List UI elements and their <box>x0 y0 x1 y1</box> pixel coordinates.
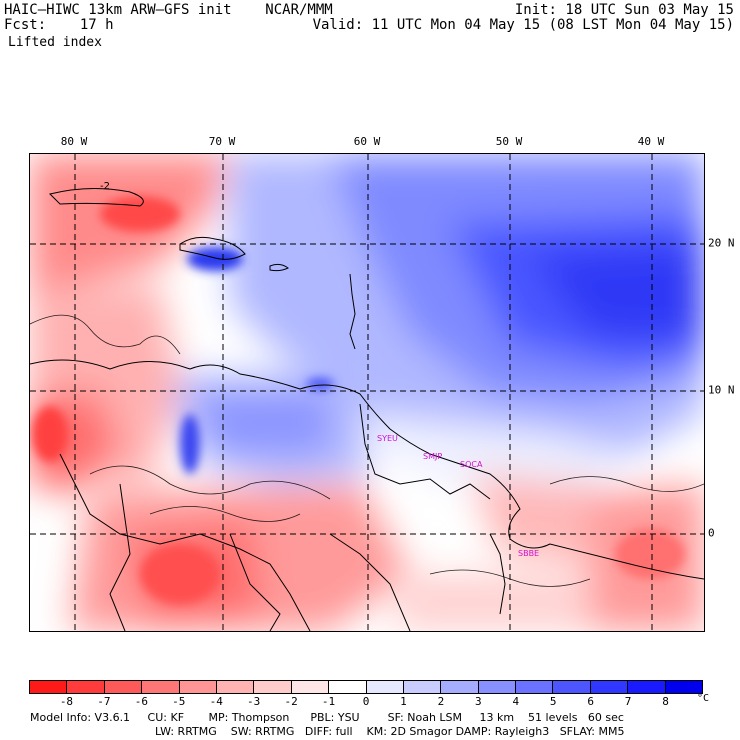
colorbar-cell <box>553 681 591 693</box>
station-syeu: SYEU <box>377 434 398 443</box>
colorbar-cell <box>329 681 367 693</box>
colorbar-cell <box>665 681 703 693</box>
colorbar-tick-label: 2 <box>437 695 445 708</box>
colorbar-tick-label: 4 <box>512 695 520 708</box>
colorbar-tick-label: 8 <box>662 695 669 708</box>
map-canvas: -2 <box>30 154 704 631</box>
station-soca: SOCA <box>460 460 483 469</box>
colorbar-tick-label: -3 <box>247 695 261 708</box>
model-info-line1: Model Info: V3.6.1 CU: KF MP: Thompson P… <box>30 711 624 724</box>
lifted-index-map: -2 SYEU SMJP SOCA SBBE <box>29 153 705 632</box>
colorbar-tick-label: -8 <box>59 695 74 708</box>
colorbar-cell <box>254 681 292 693</box>
valid-time: Valid: 11 UTC Mon 04 May 15 (08 LST Mon … <box>312 17 734 33</box>
init-time: Init: 18 UTC Sun 03 May 15 <box>514 2 734 18</box>
station-smjp: SMJP <box>423 452 443 461</box>
colorbar-cell <box>179 681 217 693</box>
lat-label-20n: 20 N <box>708 236 735 250</box>
colorbar-cell <box>403 681 442 693</box>
colorbar-cell <box>142 681 180 693</box>
colorbar <box>29 680 703 694</box>
colorbar-cell <box>516 681 554 693</box>
colorbar-tick-label: 7 <box>624 695 632 708</box>
station-sbbe: SBBE <box>518 549 540 558</box>
stability-field <box>30 154 704 631</box>
variable-name: Lifted index <box>8 35 102 50</box>
lon-label-60w: 60 W <box>353 135 381 148</box>
forecast-hour: Fcst: 17 h <box>4 17 114 33</box>
colorbar-tick-label: 1 <box>400 695 407 708</box>
colorbar-cell <box>478 681 517 693</box>
zero-contours <box>30 314 704 587</box>
coastlines <box>30 187 704 631</box>
lat-label-0: 0 <box>708 526 715 540</box>
colorbar-cell <box>441 681 479 693</box>
colorbar-cell <box>628 681 666 693</box>
colorbar-cell <box>216 681 255 693</box>
colorbar-cell <box>291 681 330 693</box>
colorbar-tick-label: -5 <box>172 695 186 708</box>
intense-cells <box>32 196 685 604</box>
colorbar-tick-label: -2 <box>284 695 298 708</box>
lon-label-70w: 70 W <box>208 135 236 148</box>
colorbar-tick-label: 0 <box>362 695 370 708</box>
colorbar-unit: °C <box>697 693 710 704</box>
lon-label-80w: 80 W <box>60 135 88 148</box>
lon-label-40w: 40 W <box>637 135 665 148</box>
colorbar-tick-label: 6 <box>587 695 594 708</box>
colorbar-tick-label: -4 <box>209 695 223 708</box>
colorbar-tick-label: -6 <box>134 695 148 708</box>
model-info-line2: LW: RRTMG SW: RRTMG DIFF: full KM: 2D Sm… <box>155 725 625 738</box>
colorbar-tick-label: 3 <box>475 695 482 708</box>
lat-lon-grid <box>30 154 704 631</box>
colorbar-cell <box>366 681 404 693</box>
colorbar-cell <box>67 681 105 693</box>
model-title: HAIC–HIWC 13km ARW–GFS init NCAR/MMM <box>4 2 333 18</box>
colorbar-tick-label: -7 <box>97 695 111 708</box>
colorbar-cell <box>30 681 68 693</box>
lon-label-50w: 50 W <box>495 135 523 148</box>
colorbar-tick-label: -1 <box>321 695 336 708</box>
lat-label-10n: 10 N <box>708 383 735 397</box>
contour-label: -2 <box>100 181 110 192</box>
colorbar-tick-label: 5 <box>549 695 557 708</box>
colorbar-cell <box>104 681 143 693</box>
colorbar-cell <box>590 681 629 693</box>
